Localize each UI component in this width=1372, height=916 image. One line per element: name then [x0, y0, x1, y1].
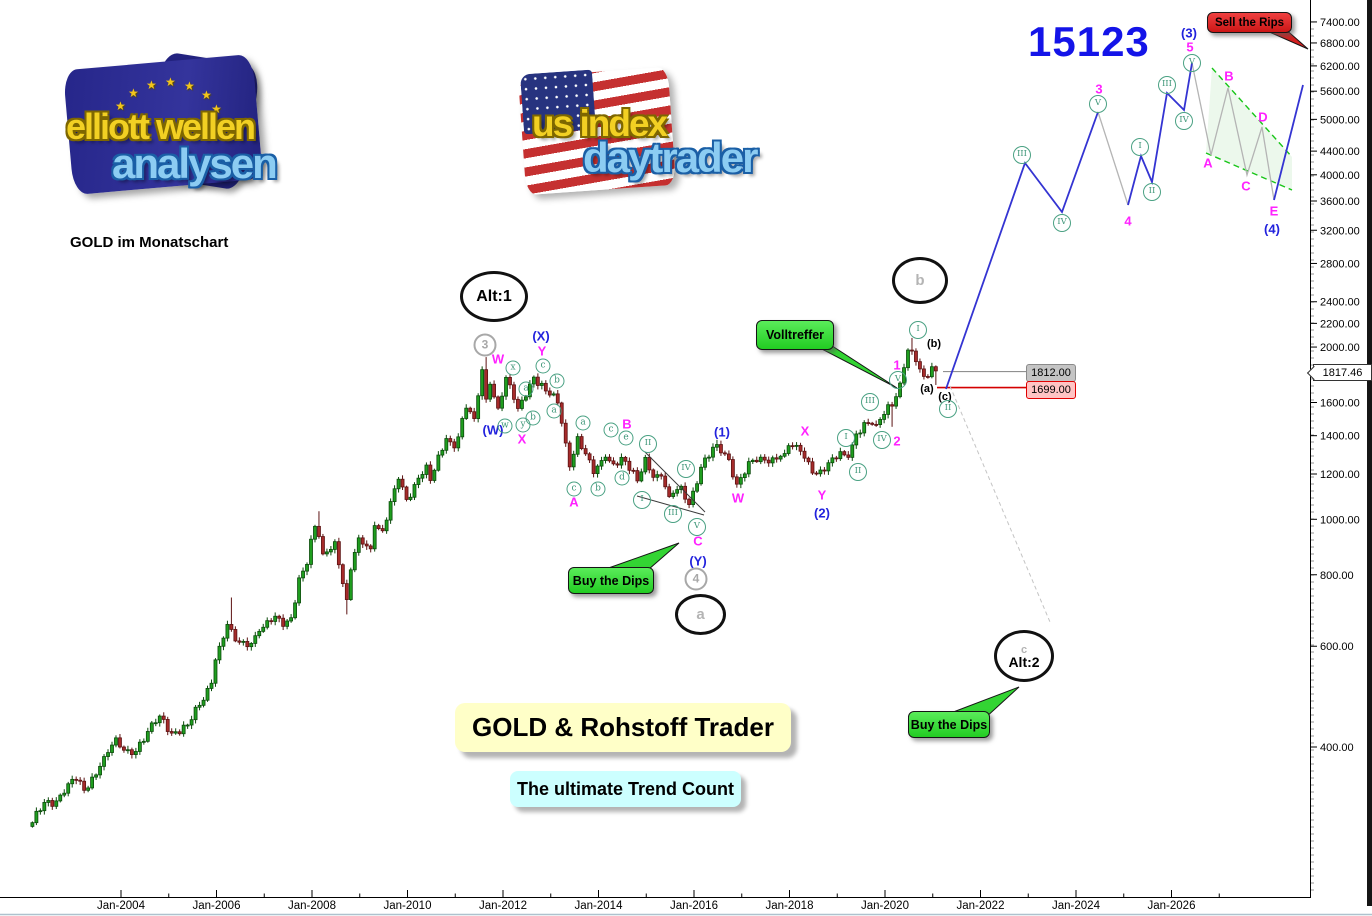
us-logo-line1: us index: [532, 103, 668, 144]
eu-star-icon: ★: [211, 102, 222, 116]
ellipse-wave-a-label: a: [696, 606, 705, 623]
target-number: 15123: [1028, 18, 1150, 65]
y-axis-label: 2200.00: [1320, 318, 1360, 330]
x-axis-label: Jan-2012: [479, 900, 527, 912]
y-axis-label: 400.00: [1320, 742, 1354, 754]
y-axis-label: 6200.00: [1320, 61, 1360, 73]
ellipse-alt2: c Alt:2: [994, 630, 1054, 682]
banner-gold-rohstoff: GOLD & Rohstoff Trader: [455, 703, 791, 752]
price-tag-1699: 1699.00: [1026, 381, 1076, 399]
y-axis-label: 1200.00: [1320, 469, 1360, 481]
y-axis-label: 3600.00: [1320, 196, 1360, 208]
y-axis-label: 2800.00: [1320, 258, 1360, 270]
current-price-tag: 1817.46: [1313, 364, 1372, 381]
eu-logo-line1: elliott wellen: [66, 106, 256, 147]
ellipse-wave-b: b: [892, 257, 948, 304]
ellipse-wave-a: a: [675, 594, 726, 635]
banner-trend-count: The ultimate Trend Count: [510, 771, 741, 807]
x-axis-label: Jan-2010: [384, 900, 432, 912]
eu-star-icon: ★: [201, 88, 212, 102]
y-axis-label: 5000.00: [1320, 114, 1360, 126]
price-tag-1812: 1812.00: [1026, 364, 1076, 382]
x-axis-label: Jan-2022: [957, 900, 1005, 912]
projected-wave-path: [945, 62, 1304, 390]
y-axis-label: 2400.00: [1320, 297, 1360, 309]
y-axis-label: 3200.00: [1320, 225, 1360, 237]
x-axis-label: Jan-2014: [575, 900, 624, 912]
x-axis-label: Jan-2018: [766, 900, 814, 912]
eu-star-icon: ★: [115, 99, 126, 113]
x-axis-label: Jan-2004: [97, 900, 146, 912]
ellipse-alt2-label: Alt:2: [1008, 653, 1040, 670]
callout-volltreffer: Volltreffer: [756, 320, 834, 350]
x-axis-label: Jan-2008: [288, 900, 336, 912]
us-logo-line2: daytrader: [583, 134, 758, 181]
eu-star-icon: ★: [184, 79, 195, 93]
eu-star-icon: ★: [213, 119, 224, 133]
y-axis-label: 5600.00: [1320, 86, 1360, 98]
callout-sell-the-rips: Sell the Rips: [1207, 12, 1292, 33]
eu-star-icon: ★: [128, 86, 139, 100]
y-axis-label: 600.00: [1320, 641, 1354, 653]
y-axis-label: 4000.00: [1320, 170, 1360, 182]
y-axis-label: 7400.00: [1320, 17, 1360, 29]
callout-buy-the-dips-2: Buy the Dips: [908, 711, 990, 738]
y-axis-label: 1600.00: [1320, 398, 1360, 410]
eu-star-icon: ★: [165, 75, 176, 89]
dashed-target-line: [949, 385, 1051, 623]
ellipse-wave-c-label: c: [1020, 643, 1028, 656]
y-axis-label: 2000.00: [1320, 342, 1360, 354]
ellipse-alt1-label: Alt:1: [476, 287, 512, 305]
x-axis-label: Jan-2016: [670, 900, 718, 912]
price-levels: [937, 370, 1026, 389]
candles: [30, 337, 938, 828]
y-axis-label: 800.00: [1320, 570, 1354, 582]
x-axis-label: Jan-2020: [861, 900, 909, 912]
ellipse-wave-b-label: b: [915, 272, 925, 289]
x-axis-label: Jan-2024: [1052, 900, 1101, 912]
chart-subtitle: GOLD im Monatschart: [70, 234, 229, 251]
eu-star-icon: ★: [146, 78, 157, 92]
eu-star-icon: ★: [112, 116, 123, 130]
y-axis-label: 1400.00: [1320, 431, 1360, 443]
x-axis-label: Jan-2026: [1148, 900, 1196, 912]
callout-buy-the-dips-1: Buy the Dips: [568, 567, 654, 594]
y-axis-label: 1000.00: [1320, 514, 1360, 526]
projected-triangle: [1205, 67, 1293, 191]
x-axis-label: Jan-2006: [193, 900, 241, 912]
y-axis-label: 6800.00: [1320, 38, 1360, 50]
eu-logo-line2: analysen: [112, 140, 278, 187]
y-axis-label: 4400.00: [1320, 146, 1360, 158]
ellipse-alt1: Alt:1: [460, 271, 528, 322]
